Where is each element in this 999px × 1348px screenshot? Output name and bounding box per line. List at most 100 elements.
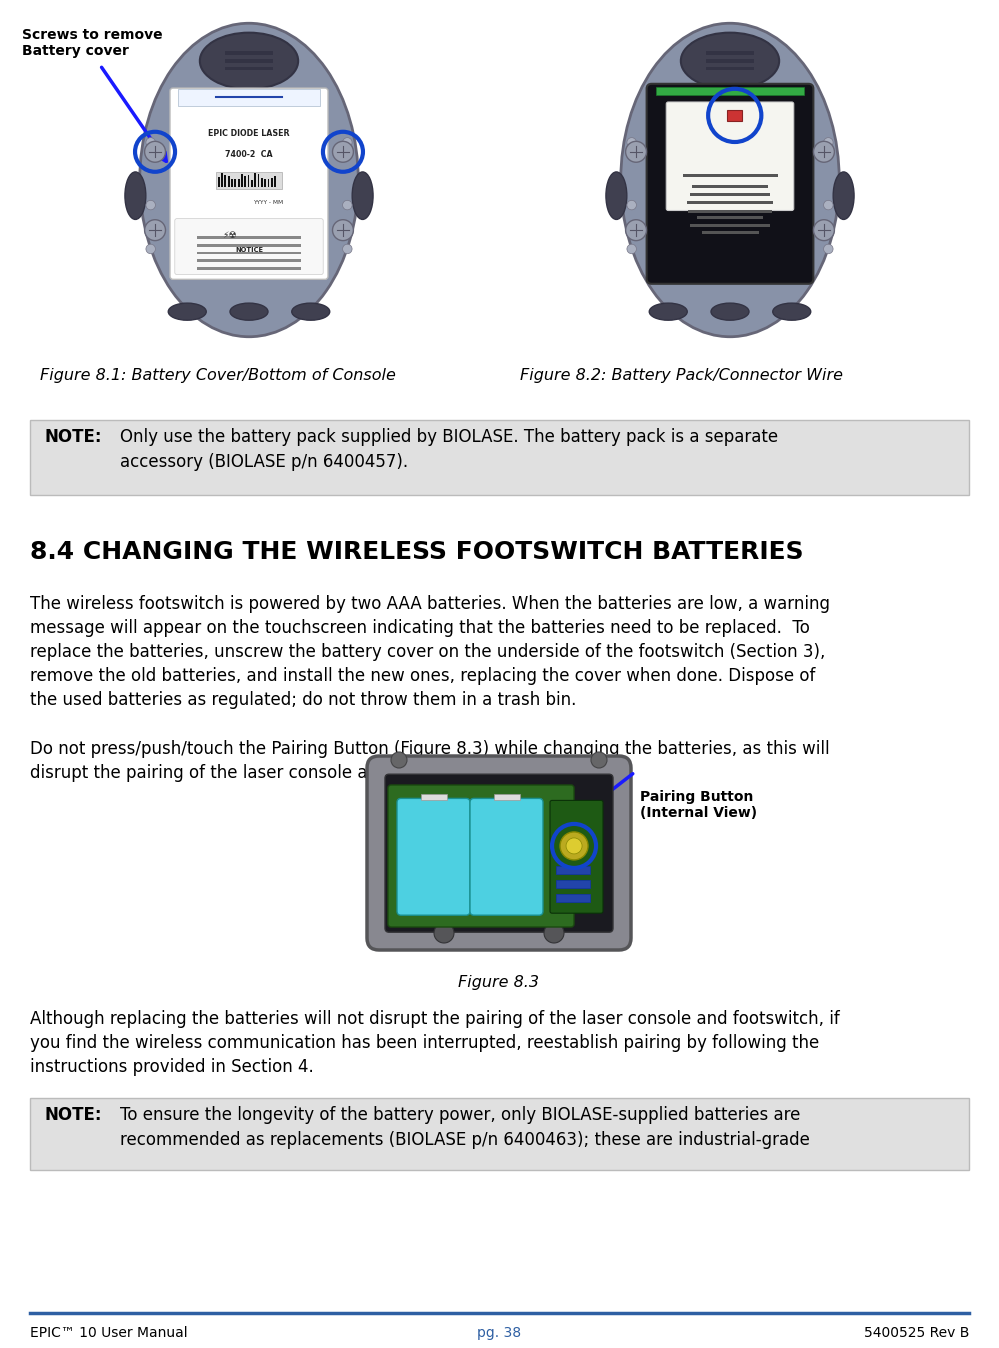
Circle shape bbox=[343, 244, 352, 253]
Circle shape bbox=[391, 752, 407, 768]
FancyBboxPatch shape bbox=[397, 798, 470, 915]
Bar bbox=[251, 179, 253, 187]
FancyBboxPatch shape bbox=[646, 84, 813, 284]
Bar bbox=[274, 177, 276, 187]
Circle shape bbox=[625, 142, 646, 162]
Text: replace the batteries, unscrew the battery cover on the underside of the footswi: replace the batteries, unscrew the batte… bbox=[30, 643, 825, 661]
Bar bbox=[225, 51, 273, 55]
Text: the used batteries as regulated; do not throw them in a trash bin.: the used batteries as regulated; do not … bbox=[30, 692, 576, 709]
Text: Although replacing the batteries will not disrupt the pairing of the laser conso: Although replacing the batteries will no… bbox=[30, 1010, 840, 1029]
Circle shape bbox=[146, 137, 156, 147]
Bar bbox=[687, 201, 773, 205]
Ellipse shape bbox=[168, 303, 206, 321]
Circle shape bbox=[823, 137, 833, 147]
Circle shape bbox=[627, 201, 636, 210]
Bar bbox=[238, 179, 240, 187]
Ellipse shape bbox=[833, 173, 854, 220]
Bar bbox=[264, 178, 266, 187]
Bar bbox=[656, 86, 803, 94]
Bar bbox=[216, 173, 283, 189]
Text: you find the wireless communication has been interrupted, reestablish pairing by: you find the wireless communication has … bbox=[30, 1034, 819, 1051]
Text: NOTE:: NOTE: bbox=[45, 1105, 103, 1124]
Bar bbox=[682, 174, 777, 177]
Circle shape bbox=[146, 244, 156, 253]
Bar bbox=[271, 178, 273, 187]
Text: disrupt the pairing of the laser console and footswitch.: disrupt the pairing of the laser console… bbox=[30, 764, 485, 782]
Ellipse shape bbox=[292, 303, 330, 321]
Bar bbox=[268, 178, 270, 187]
Bar bbox=[197, 236, 302, 240]
Circle shape bbox=[333, 220, 354, 240]
Bar bbox=[197, 259, 302, 262]
Bar bbox=[421, 794, 447, 801]
Bar bbox=[221, 174, 223, 187]
Bar bbox=[706, 59, 754, 63]
Circle shape bbox=[145, 220, 166, 240]
Circle shape bbox=[560, 832, 588, 860]
Text: Figure 8.3: Figure 8.3 bbox=[459, 975, 539, 989]
Text: 8.4 CHANGING THE WIRELESS FOOTSWITCH BATTERIES: 8.4 CHANGING THE WIRELESS FOOTSWITCH BAT… bbox=[30, 541, 803, 563]
Circle shape bbox=[627, 137, 636, 147]
Ellipse shape bbox=[353, 173, 373, 220]
Bar bbox=[254, 174, 256, 187]
Ellipse shape bbox=[606, 173, 626, 220]
FancyBboxPatch shape bbox=[367, 756, 631, 950]
FancyBboxPatch shape bbox=[30, 421, 969, 495]
FancyBboxPatch shape bbox=[385, 774, 613, 933]
Bar bbox=[225, 175, 226, 187]
Text: YYYY - MM: YYYY - MM bbox=[253, 200, 283, 205]
Bar bbox=[228, 175, 230, 187]
Text: Figure 8.2: Battery Pack/Connector Wire: Figure 8.2: Battery Pack/Connector Wire bbox=[520, 368, 843, 383]
Text: Do not press/push/touch the Pairing Button (Figure 8.3) while changing the batte: Do not press/push/touch the Pairing Butt… bbox=[30, 740, 829, 758]
Bar bbox=[241, 174, 243, 187]
Bar bbox=[689, 225, 770, 228]
Bar bbox=[688, 210, 772, 213]
Bar bbox=[706, 66, 754, 70]
Bar bbox=[689, 193, 770, 195]
Bar bbox=[261, 178, 263, 187]
FancyBboxPatch shape bbox=[30, 1099, 969, 1170]
FancyBboxPatch shape bbox=[470, 798, 543, 915]
Bar bbox=[258, 174, 260, 187]
Ellipse shape bbox=[200, 32, 298, 89]
Circle shape bbox=[813, 220, 834, 240]
Bar bbox=[248, 175, 250, 187]
Text: Screws to remove
Battery cover: Screws to remove Battery cover bbox=[22, 28, 163, 58]
Circle shape bbox=[544, 923, 564, 944]
Ellipse shape bbox=[125, 173, 146, 220]
Ellipse shape bbox=[711, 303, 749, 321]
Text: pg. 38: pg. 38 bbox=[477, 1326, 521, 1340]
Text: ⚡☢: ⚡☢ bbox=[223, 231, 238, 240]
Bar bbox=[706, 51, 754, 55]
Circle shape bbox=[627, 244, 636, 253]
Text: NOTICE: NOTICE bbox=[235, 248, 263, 253]
Bar bbox=[197, 267, 302, 270]
Text: EPIC DIODE LASER: EPIC DIODE LASER bbox=[208, 129, 290, 139]
FancyBboxPatch shape bbox=[550, 801, 603, 913]
Bar bbox=[218, 178, 220, 187]
Text: remove the old batteries, and install the new ones, replacing the cover when don: remove the old batteries, and install th… bbox=[30, 667, 815, 685]
Ellipse shape bbox=[649, 303, 687, 321]
Bar bbox=[197, 252, 302, 255]
Bar bbox=[197, 244, 302, 247]
Bar bbox=[225, 59, 273, 63]
Text: NOTE:: NOTE: bbox=[45, 429, 103, 446]
Text: The wireless footswitch is powered by two AAA batteries. When the batteries are : The wireless footswitch is powered by tw… bbox=[30, 594, 830, 613]
Text: message will appear on the touchscreen indicating that the batteries need to be : message will appear on the touchscreen i… bbox=[30, 619, 810, 638]
Bar bbox=[244, 175, 246, 187]
Ellipse shape bbox=[140, 23, 359, 337]
Text: Figure 8.1: Battery Cover/Bottom of Console: Figure 8.1: Battery Cover/Bottom of Cons… bbox=[40, 368, 396, 383]
Ellipse shape bbox=[230, 303, 268, 321]
FancyBboxPatch shape bbox=[388, 785, 574, 927]
Circle shape bbox=[823, 244, 833, 253]
Bar bbox=[235, 179, 236, 187]
Bar bbox=[701, 231, 758, 233]
Circle shape bbox=[566, 838, 582, 853]
Bar bbox=[556, 894, 590, 902]
Circle shape bbox=[146, 201, 156, 210]
Text: EPIC™ 10 User Manual: EPIC™ 10 User Manual bbox=[30, 1326, 188, 1340]
Text: 5400525 Rev B: 5400525 Rev B bbox=[863, 1326, 969, 1340]
FancyBboxPatch shape bbox=[666, 102, 794, 210]
Bar bbox=[178, 89, 321, 106]
FancyBboxPatch shape bbox=[170, 88, 328, 279]
